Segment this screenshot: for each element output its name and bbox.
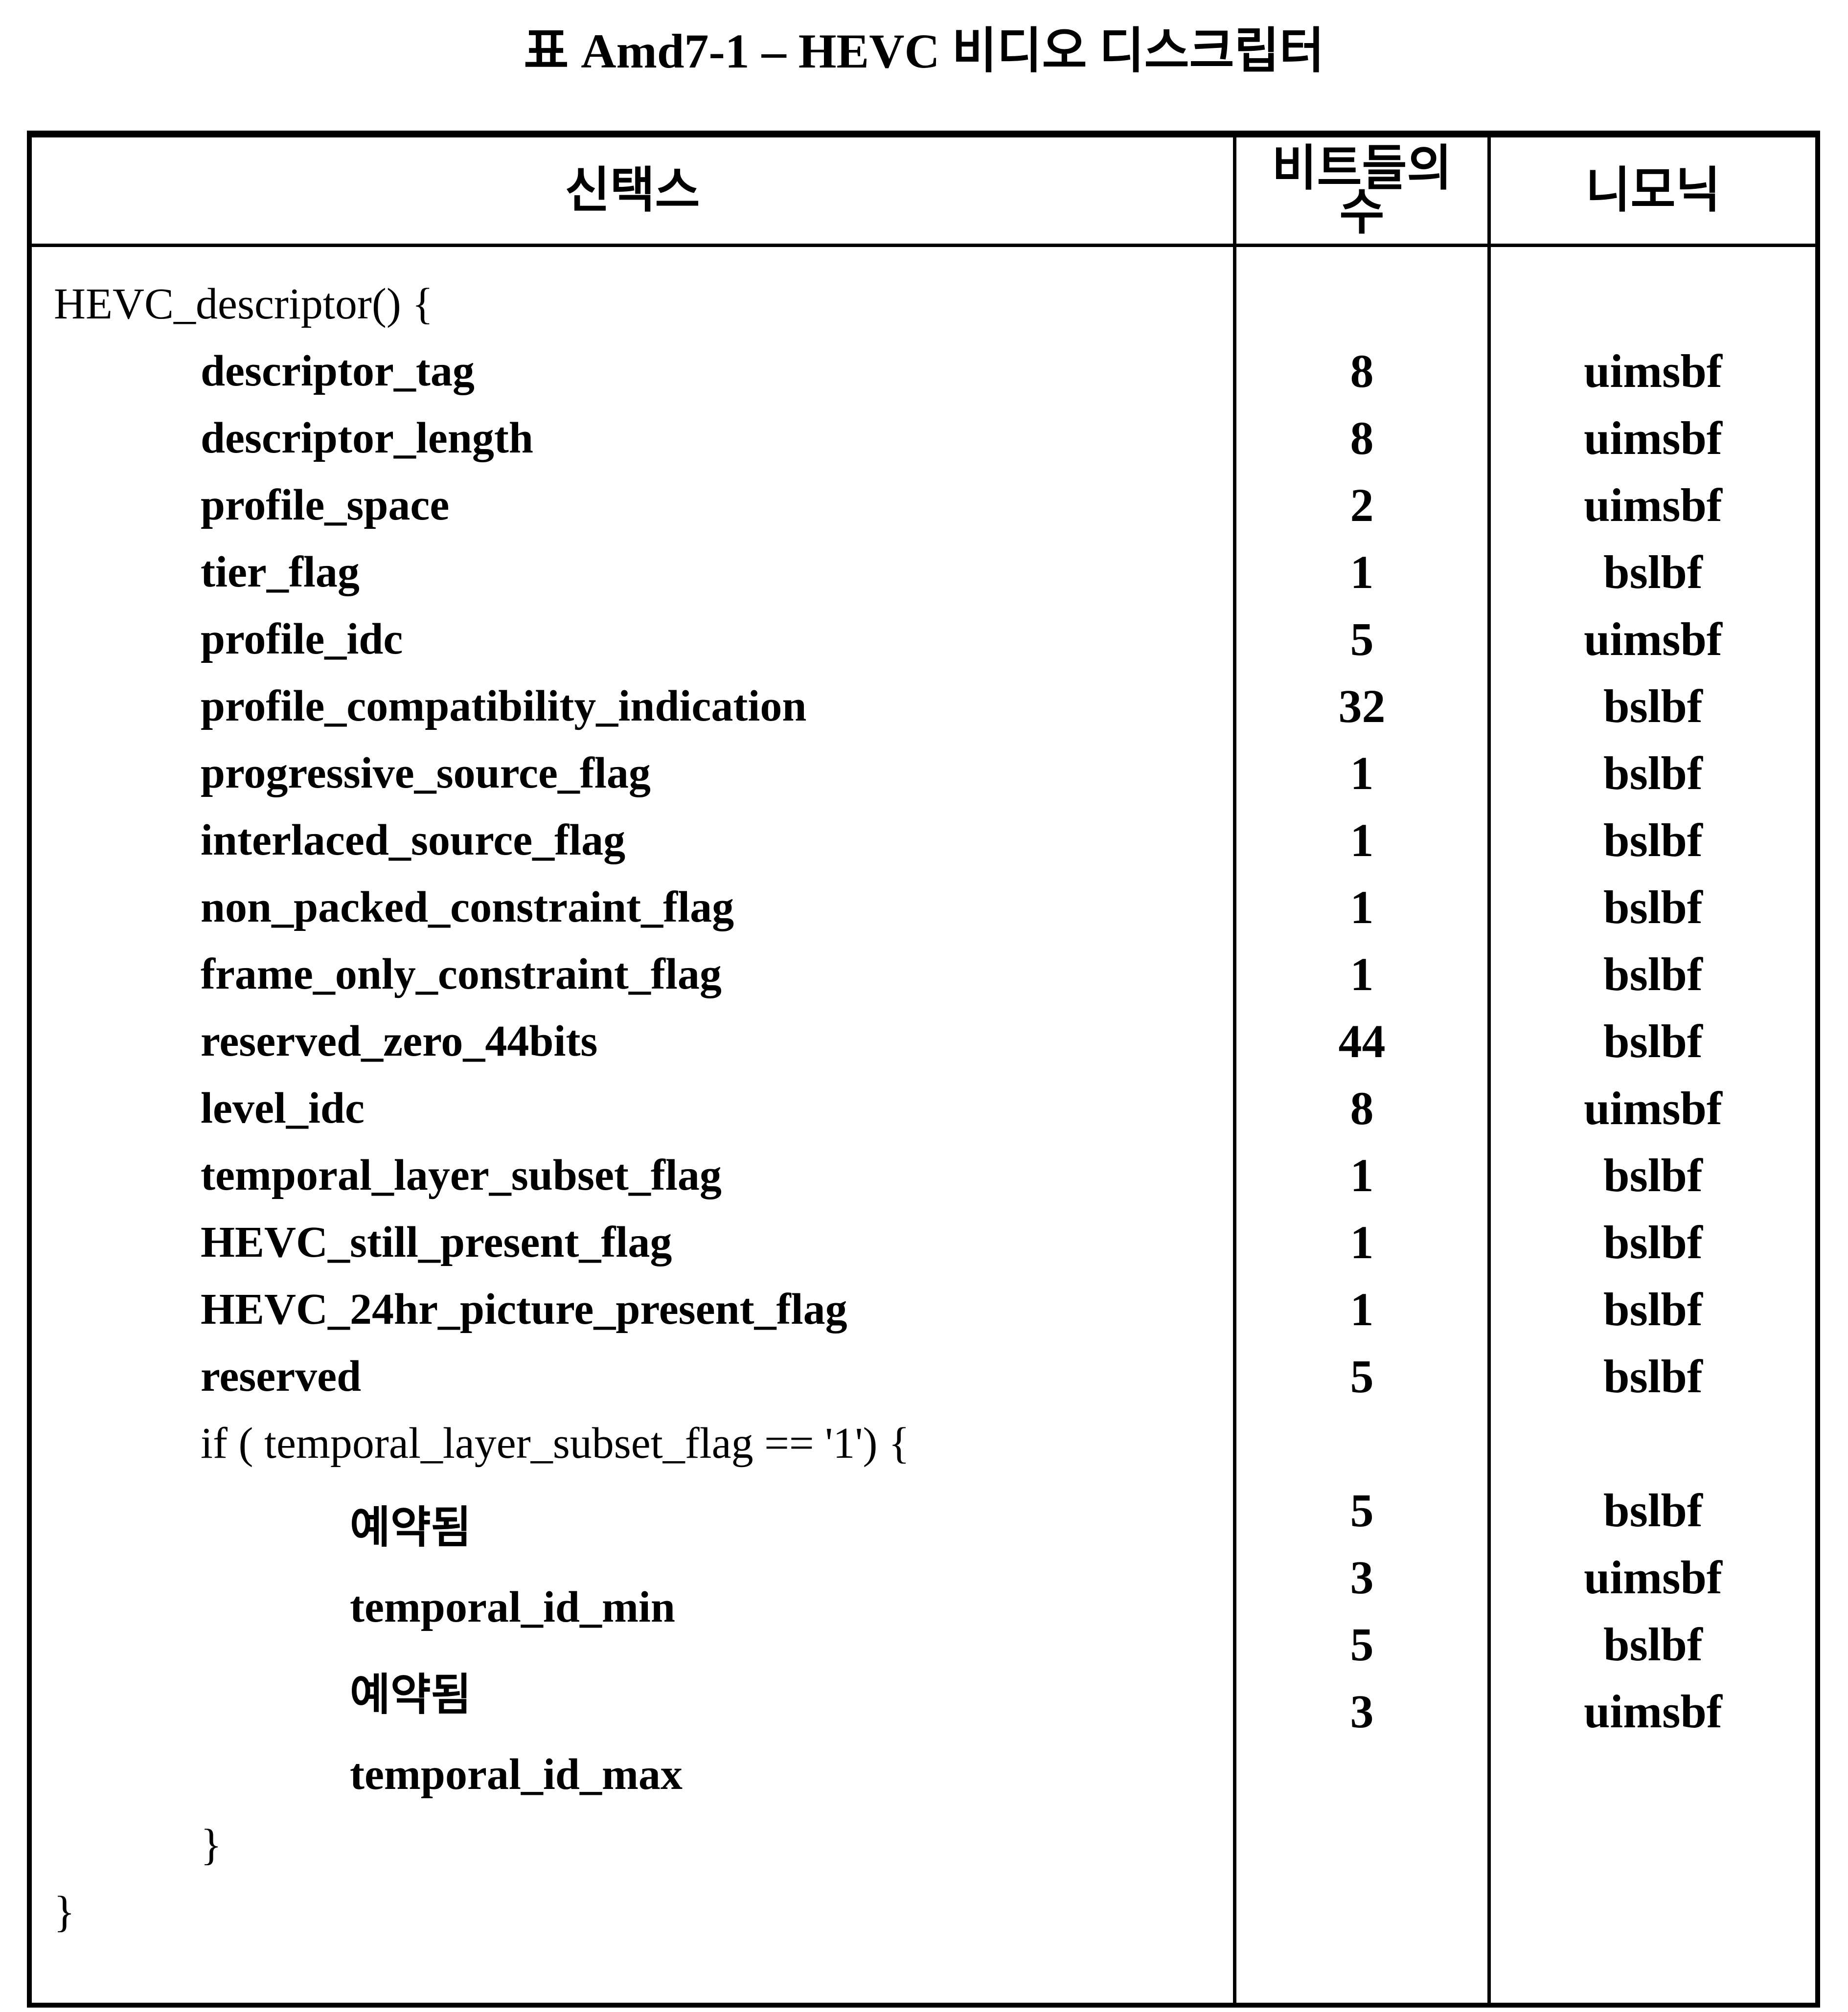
mnemonic-value: uimsbf [1584, 1685, 1722, 1738]
bits-value: 8 [1350, 412, 1374, 464]
bits-value: 3 [1350, 1551, 1374, 1604]
syntax-line: non_packed_constraint_flag [201, 883, 734, 931]
mnemonic-value [1491, 271, 1815, 338]
mnemonic-value: bslbf [1603, 1484, 1703, 1537]
syntax-line: descriptor_tag [201, 347, 475, 395]
mnemonic-value: bslbf [1603, 546, 1703, 598]
syntax-line: 예약됨 [350, 1504, 472, 1552]
syntax-line: level_idc [201, 1084, 365, 1132]
mnemonic-value: bslbf [1603, 680, 1703, 732]
bits-value: 5 [1350, 613, 1374, 665]
mnemonic-value: uimsbf [1584, 345, 1722, 397]
bits-column: 8 8 2 1 5 32 1 1 1 1 44 8 1 1 1 5 5 3 5 3 [1233, 247, 1487, 2003]
bits-value: 8 [1350, 1082, 1374, 1134]
syntax-line: profile_space [201, 481, 450, 529]
syntax-line: reserved_zero_44bits [201, 1017, 598, 1065]
mnemonic-value: uimsbf [1584, 1082, 1722, 1134]
mnemonic-value: bslbf [1603, 1149, 1703, 1201]
syntax-line: temporal_id_max [350, 1750, 683, 1799]
syntax-line: HEVC_descriptor() { [54, 280, 433, 328]
header-syntax: 신택스 [565, 163, 700, 218]
syntax-line: descriptor_length [201, 414, 533, 462]
mnemonic-value: bslbf [1603, 948, 1703, 1000]
header-mnemonic: 니모닉 [1487, 137, 1815, 244]
bits-value: 1 [1350, 1216, 1374, 1268]
bits-value: 1 [1350, 546, 1374, 598]
bits-value: 5 [1350, 1350, 1374, 1402]
syntax-line: } [54, 1888, 75, 1936]
syntax-line: 예약됨 [350, 1671, 472, 1719]
syntax-line: progressive_source_flag [201, 749, 651, 797]
bits-value: 3 [1350, 1685, 1374, 1738]
mnemonic-value: uimsbf [1584, 613, 1722, 665]
mnemonic-value: bslbf [1603, 1618, 1703, 1671]
mnemonic-value [1491, 1410, 1815, 1477]
bits-value [1236, 1410, 1487, 1477]
mnemonic-value: bslbf [1603, 747, 1703, 799]
hevc-descriptor-table: 신택스 비트들의 수 니모닉 HEVC_descriptor() { descri… [27, 131, 1820, 2008]
mnemonic-value: bslbf [1603, 1216, 1703, 1268]
mnemonic-value: bslbf [1603, 1350, 1703, 1402]
syntax-line: HEVC_24hr_picture_present_flag [201, 1285, 847, 1334]
bits-value: 5 [1350, 1484, 1374, 1537]
mnemonic-value: bslbf [1603, 1015, 1703, 1067]
syntax-line: interlaced_source_flag [201, 816, 626, 864]
syntax-line: reserved [201, 1352, 362, 1401]
syntax-line: } [201, 1821, 222, 1869]
mnemonic-value: uimsbf [1584, 412, 1722, 464]
bits-value: 32 [1338, 680, 1386, 732]
bits-value: 1 [1350, 747, 1374, 799]
mnemonic-column: uimsbf uimsbf uimsbf bslbf uimsbf bslbf bslbf b… [1487, 247, 1815, 2003]
syntax-line: temporal_id_min [350, 1582, 675, 1631]
syntax-line: profile_compatibility_indication [201, 682, 807, 730]
bits-value [1236, 271, 1487, 338]
syntax-line: if ( temporal_layer_subset_flag == '1') … [201, 1419, 910, 1468]
syntax-line: profile_idc [201, 615, 403, 663]
syntax-line: HEVC_still_present_flag [201, 1218, 672, 1266]
mnemonic-value: bslbf [1603, 881, 1703, 933]
table-header-row: 신택스 비트들의 수 니모닉 [32, 137, 1815, 247]
header-num-bits-line1: 비트들의 [1272, 141, 1452, 196]
bits-value: 8 [1350, 345, 1374, 397]
bits-value: 1 [1350, 814, 1374, 866]
table-caption: 표 Amd7-1 – HEVC 비디오 디스크립터 [524, 24, 1324, 78]
bits-value: 1 [1350, 881, 1374, 933]
syntax-line: temporal_layer_subset_flag [201, 1151, 722, 1199]
bits-value: 5 [1350, 1618, 1374, 1671]
bits-value: 1 [1350, 1283, 1374, 1335]
header-num-bits: 비트들의 수 [1233, 137, 1487, 244]
mnemonic-value: uimsbf [1584, 1551, 1722, 1604]
bits-value: 1 [1350, 948, 1374, 1000]
mnemonic-value: uimsbf [1584, 479, 1722, 531]
bits-value: 44 [1338, 1015, 1386, 1067]
syntax-line: frame_only_constraint_flag [201, 950, 722, 998]
mnemonic-value: bslbf [1603, 814, 1703, 866]
syntax-line: tier_flag [201, 548, 360, 596]
mnemonic-value: bslbf [1603, 1283, 1703, 1335]
header-num-bits-line2: 수 [1339, 185, 1385, 240]
bits-value: 2 [1350, 479, 1374, 531]
bits-value: 1 [1350, 1149, 1374, 1201]
